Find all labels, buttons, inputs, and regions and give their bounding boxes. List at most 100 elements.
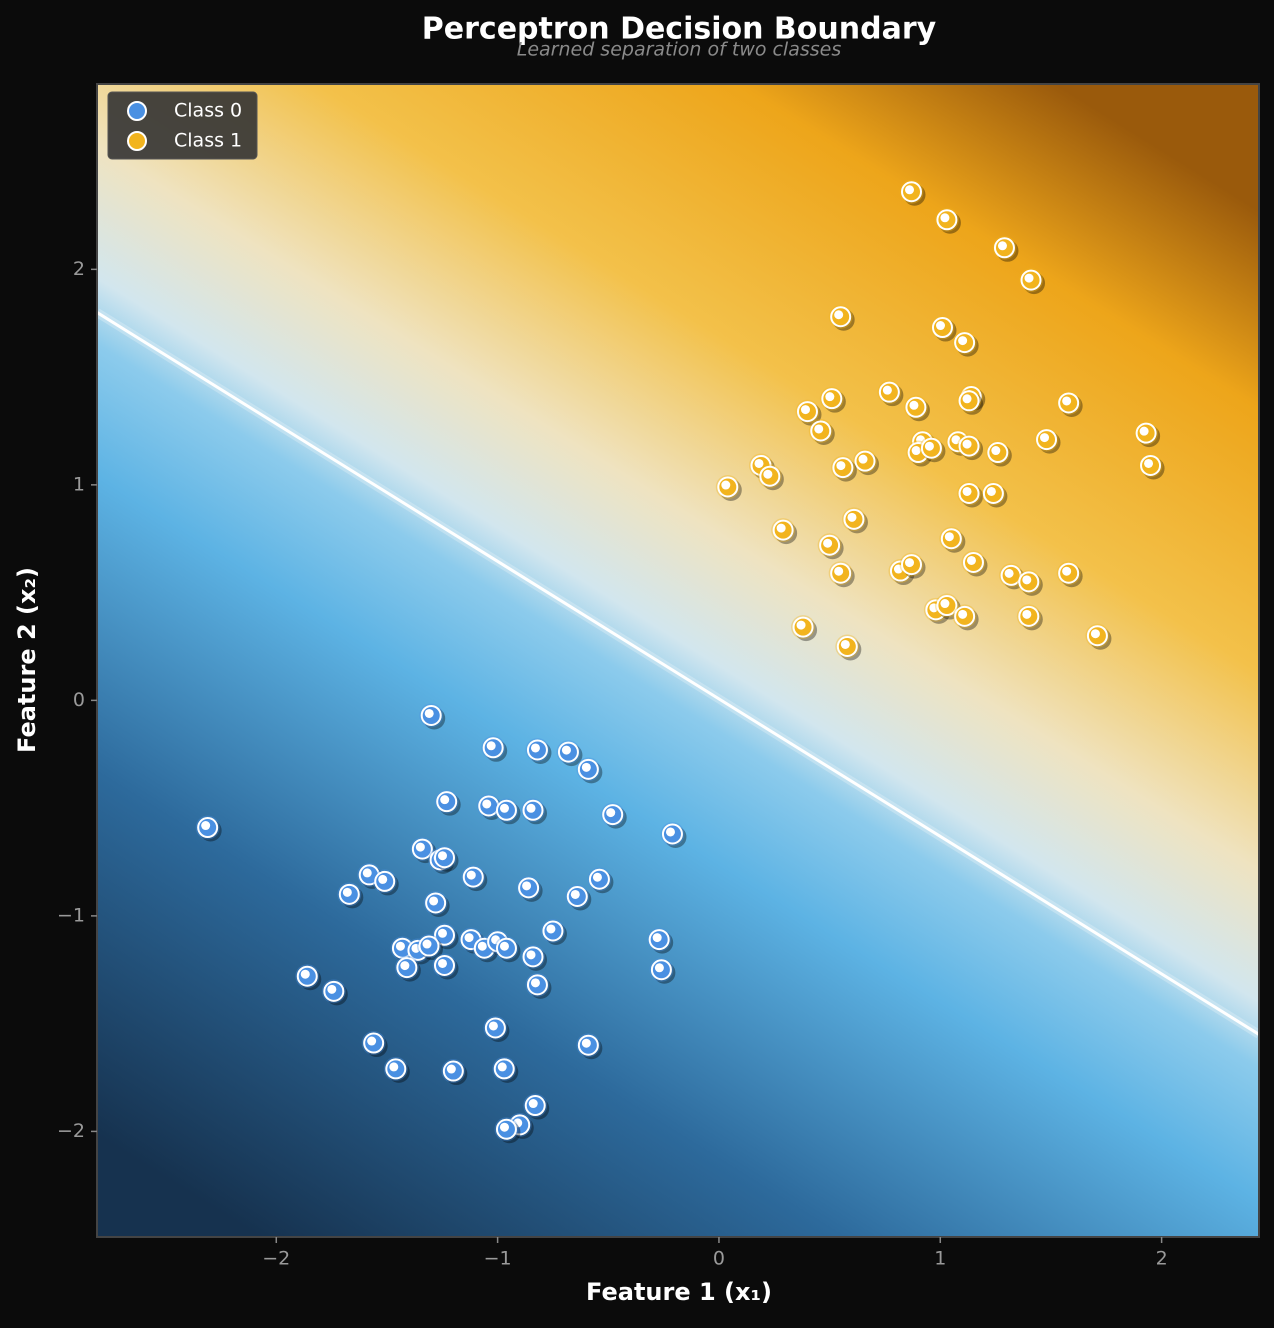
marker-highlight xyxy=(530,743,540,753)
marker-highlight xyxy=(342,887,352,897)
x-tick-label: 1 xyxy=(934,1248,946,1270)
marker-highlight xyxy=(491,935,501,945)
marker-highlight xyxy=(499,941,509,951)
marker-highlight xyxy=(367,1036,377,1046)
marker-highlight xyxy=(958,336,968,346)
marker-highlight xyxy=(546,924,556,934)
marker-highlight xyxy=(300,969,310,979)
decision-region xyxy=(97,84,1259,1237)
x-axis-label: Feature 1 (x₁) xyxy=(586,1278,772,1306)
marker-highlight xyxy=(654,963,664,973)
chart-title: Perceptron Decision Boundary xyxy=(422,12,937,47)
marker-highlight xyxy=(986,486,996,496)
marker-highlight xyxy=(858,454,868,464)
marker-highlight xyxy=(422,939,432,949)
marker-highlight xyxy=(1022,609,1032,619)
marker-highlight xyxy=(1022,575,1032,585)
marker-highlight xyxy=(944,532,954,542)
marker-highlight xyxy=(437,958,447,968)
marker-highlight xyxy=(1062,396,1072,406)
marker-highlight xyxy=(905,185,915,195)
marker-highlight xyxy=(581,1038,591,1048)
marker-highlight xyxy=(652,933,662,943)
legend-label: Class 0 xyxy=(174,100,242,122)
legend-label: Class 1 xyxy=(174,130,242,152)
marker-highlight xyxy=(958,609,968,619)
marker-highlight xyxy=(570,889,580,899)
marker-highlight xyxy=(1144,458,1154,468)
marker-highlight xyxy=(823,538,833,548)
marker-highlight xyxy=(446,1064,456,1074)
x-tick-label: −1 xyxy=(484,1248,512,1270)
marker-highlight xyxy=(395,941,405,951)
marker-highlight xyxy=(486,741,496,751)
marker-highlight xyxy=(327,984,337,994)
marker-highlight xyxy=(499,803,509,813)
marker-highlight xyxy=(466,870,476,880)
marker-highlight xyxy=(909,400,919,410)
marker-highlight xyxy=(893,564,903,574)
x-tick-label: −2 xyxy=(262,1248,290,1270)
marker-highlight xyxy=(389,1062,399,1072)
marker-highlight xyxy=(606,808,616,818)
marker-highlight xyxy=(415,842,425,852)
marker-highlight xyxy=(400,961,410,971)
y-tick-label: −1 xyxy=(57,904,85,926)
marker-highlight xyxy=(526,950,536,960)
marker-highlight xyxy=(1004,568,1014,578)
chart-subtitle: Learned separation of two classes xyxy=(517,39,842,61)
marker-highlight xyxy=(477,941,487,951)
marker-highlight xyxy=(840,639,850,649)
y-axis-label: Feature 2 (x₂) xyxy=(13,567,41,753)
marker-highlight xyxy=(464,933,474,943)
marker-highlight xyxy=(991,446,1001,456)
marker-highlight xyxy=(429,896,439,906)
marker-highlight xyxy=(482,799,492,809)
marker-highlight xyxy=(940,213,950,223)
marker-highlight xyxy=(592,872,602,882)
marker-highlight xyxy=(411,943,421,953)
marker-highlight xyxy=(962,439,972,449)
marker-highlight xyxy=(362,868,372,878)
marker-highlight xyxy=(962,394,972,404)
marker-highlight xyxy=(825,392,835,402)
plot-frame xyxy=(96,83,1260,1238)
marker-highlight xyxy=(1139,426,1149,436)
marker-highlight xyxy=(882,385,892,395)
marker-highlight xyxy=(847,512,857,522)
marker-highlight xyxy=(940,599,950,609)
marker-highlight xyxy=(834,310,844,320)
marker-highlight xyxy=(929,603,939,613)
marker-highlight xyxy=(1090,629,1100,639)
marker-highlight xyxy=(526,803,536,813)
y-tick-label: −2 xyxy=(57,1120,85,1142)
marker-highlight xyxy=(966,555,976,565)
marker-highlight xyxy=(528,1099,538,1109)
marker-highlight xyxy=(497,1062,507,1072)
marker-highlight xyxy=(488,1021,498,1031)
marker-highlight xyxy=(1024,273,1034,283)
marker-highlight xyxy=(834,566,844,576)
marker-highlight xyxy=(962,486,972,496)
plot-area xyxy=(97,179,1259,1144)
marker-highlight xyxy=(924,441,934,451)
marker-highlight xyxy=(499,1122,509,1132)
marker-highlight xyxy=(951,435,961,445)
marker-highlight xyxy=(905,558,915,568)
marker-highlight xyxy=(201,821,211,831)
marker-highlight xyxy=(721,480,731,490)
marker-highlight xyxy=(836,461,846,471)
marker-highlight xyxy=(424,708,434,718)
marker-highlight xyxy=(437,851,447,861)
marker-highlight xyxy=(581,762,591,772)
legend-marker xyxy=(127,101,147,121)
marker-highlight xyxy=(665,827,675,837)
marker-highlight xyxy=(800,405,810,415)
y-tick-label: 0 xyxy=(73,689,85,711)
marker-highlight xyxy=(763,469,773,479)
x-tick-label: 0 xyxy=(713,1248,725,1270)
marker-highlight xyxy=(911,446,921,456)
marker-highlight xyxy=(378,874,388,884)
decision-boundary xyxy=(97,311,1259,1036)
